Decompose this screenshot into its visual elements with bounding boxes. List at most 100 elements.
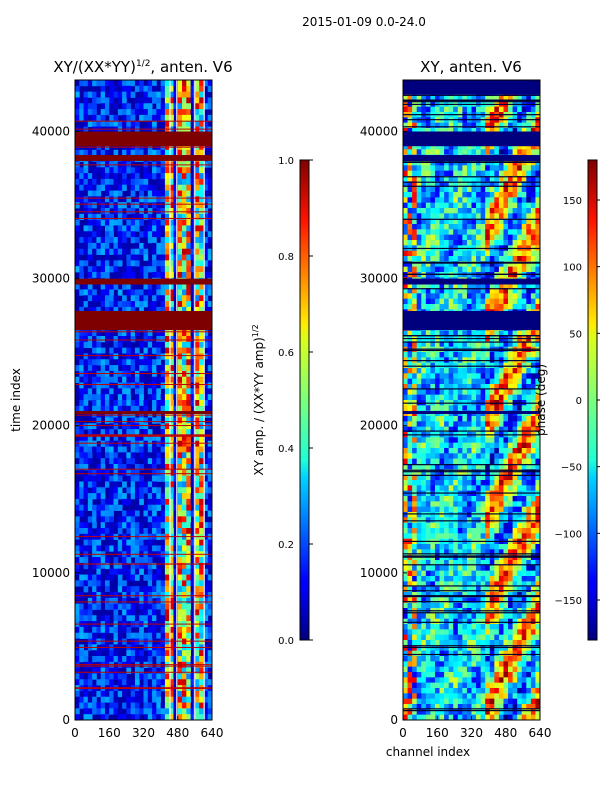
heatmap-cell bbox=[113, 301, 119, 308]
heatmap-cell bbox=[164, 109, 170, 116]
heatmap-cell bbox=[109, 120, 114, 127]
heatmap-cell bbox=[164, 405, 170, 413]
heatmap-cell bbox=[79, 248, 84, 255]
heatmap-cell bbox=[126, 469, 132, 477]
heatmap-cell bbox=[471, 165, 477, 172]
heatmap-cell bbox=[75, 673, 80, 680]
heatmap-cell bbox=[421, 106, 427, 113]
heatmap-cell bbox=[109, 545, 114, 552]
heatmap-cell bbox=[199, 708, 204, 715]
heatmap-cell bbox=[498, 261, 504, 268]
heatmap-cell bbox=[79, 626, 84, 634]
heatmap-cell bbox=[199, 557, 204, 564]
heatmap-cell bbox=[92, 114, 97, 122]
heatmap-cell bbox=[87, 673, 93, 680]
heatmap-cell bbox=[177, 359, 183, 366]
heatmap-cell bbox=[147, 301, 153, 308]
heatmap-cell bbox=[425, 165, 431, 172]
heatmap-cell bbox=[139, 248, 144, 255]
heatmap-cell bbox=[517, 170, 523, 177]
heatmap-cell bbox=[147, 679, 153, 686]
heatmap-cell bbox=[194, 434, 200, 442]
heatmap-cell bbox=[117, 615, 123, 622]
heatmap-cell bbox=[100, 272, 106, 279]
heatmap-cell bbox=[87, 114, 93, 122]
heatmap-cell bbox=[207, 562, 212, 570]
heatmap-cell bbox=[182, 231, 187, 238]
heatmap-cell bbox=[83, 656, 89, 663]
heatmap-cell bbox=[503, 362, 509, 369]
heatmap-cell bbox=[139, 405, 144, 413]
heatmap-cell bbox=[494, 298, 500, 305]
channel-stripe bbox=[169, 80, 171, 720]
heatmap-cell bbox=[530, 362, 536, 369]
heatmap-cell bbox=[122, 498, 127, 506]
heatmap-cell bbox=[104, 626, 110, 634]
heatmap-cell bbox=[87, 702, 93, 709]
heatmap-cell bbox=[173, 85, 179, 93]
heatmap-cell bbox=[203, 359, 209, 366]
heatmap-cell bbox=[109, 429, 114, 436]
heatmap-cell bbox=[122, 242, 127, 250]
heatmap-cell bbox=[194, 464, 200, 471]
heatmap-cell bbox=[199, 638, 204, 645]
heatmap-cell bbox=[466, 384, 472, 390]
heatmap-cell bbox=[87, 376, 93, 383]
heatmap-cell bbox=[203, 196, 209, 203]
heatmap-cell bbox=[508, 368, 513, 374]
heatmap-cell bbox=[190, 714, 196, 720]
heatmap-cell bbox=[113, 487, 119, 494]
heatmap-cell bbox=[457, 197, 463, 204]
heatmap-cell bbox=[92, 341, 97, 349]
heatmap-cell bbox=[79, 493, 84, 500]
heatmap-cell bbox=[139, 568, 144, 575]
heatmap-cell bbox=[117, 586, 123, 593]
heatmap-cell bbox=[471, 96, 477, 102]
heatmap-cell bbox=[190, 242, 196, 250]
heatmap-cell bbox=[177, 597, 183, 605]
heatmap-cell bbox=[207, 481, 212, 488]
heatmap-cell bbox=[109, 382, 114, 389]
heatmap-cell bbox=[75, 580, 80, 587]
heatmap-cell bbox=[83, 126, 89, 133]
heatmap-cell bbox=[517, 202, 523, 209]
heatmap-cell bbox=[152, 126, 157, 133]
heatmap-cell bbox=[109, 289, 114, 296]
heatmap-cell bbox=[407, 202, 413, 209]
heatmap-cell bbox=[207, 458, 212, 465]
heatmap-cell bbox=[182, 504, 187, 511]
heatmap-cell bbox=[152, 213, 157, 221]
heatmap-cell bbox=[512, 378, 518, 385]
heatmap-cell bbox=[503, 186, 509, 193]
heatmap-cell bbox=[113, 446, 119, 453]
heatmap-cell bbox=[87, 231, 93, 238]
heatmap-cell bbox=[177, 202, 183, 209]
heatmap-cell bbox=[130, 516, 136, 523]
heatmap-cell bbox=[453, 218, 459, 225]
heatmap-cell bbox=[471, 197, 477, 204]
flag-line bbox=[75, 468, 212, 470]
heatmap-cell bbox=[177, 580, 183, 587]
heatmap-cell bbox=[117, 440, 123, 447]
heatmap-cell bbox=[126, 516, 132, 523]
heatmap-cell bbox=[425, 256, 431, 262]
heatmap-cell bbox=[126, 597, 132, 605]
heatmap-cell bbox=[100, 464, 106, 471]
heatmap-cell bbox=[503, 149, 509, 156]
heatmap-cell bbox=[489, 213, 495, 220]
flag-line bbox=[75, 687, 212, 689]
heatmap-cell bbox=[457, 202, 463, 209]
heatmap-cell bbox=[177, 504, 183, 511]
heatmap-cell bbox=[100, 365, 106, 372]
heatmap-cell bbox=[177, 167, 183, 174]
heatmap-cell bbox=[156, 202, 162, 209]
heatmap-cell bbox=[169, 336, 174, 343]
heatmap-cell bbox=[412, 352, 418, 358]
heatmap-cell bbox=[130, 615, 136, 622]
heatmap-cell bbox=[203, 283, 209, 290]
heatmap-cell bbox=[156, 603, 162, 610]
heatmap-cell bbox=[147, 452, 153, 459]
heatmap-cell bbox=[194, 341, 200, 349]
heatmap-cell bbox=[79, 266, 84, 273]
heatmap-cell bbox=[164, 493, 170, 500]
